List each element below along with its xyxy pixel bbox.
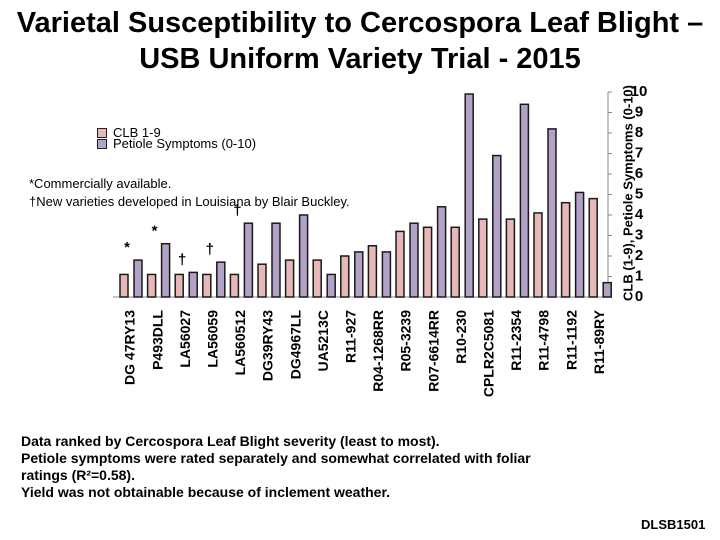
bar-petiole [354, 251, 364, 298]
footnotes: *Commercially available. †New varieties … [29, 175, 350, 211]
bar-petiole [243, 222, 254, 298]
bar-petiole [216, 261, 226, 298]
bar-clb [257, 263, 267, 298]
bar-clb [422, 226, 433, 298]
x-tick-label: R11-4798 [536, 310, 552, 371]
footnote-commercial: *Commercially available. [29, 176, 172, 191]
x-tick-label: R11-89RY [591, 309, 607, 374]
bar-petiole [602, 281, 612, 298]
variety-mark: * [152, 223, 158, 240]
y-tick-label: 5 [635, 186, 643, 203]
data-note-ranking: Data ranked by Cercospora Leaf Blight se… [21, 433, 440, 449]
x-tick-label: UA5213C [315, 310, 331, 371]
bar-clb [202, 273, 212, 298]
x-tick-label: CPLR2C5081 [481, 310, 497, 397]
legend-swatch-clb [97, 127, 107, 138]
y-tick-label: 3 [635, 227, 643, 244]
y-tick-label: 4 [635, 206, 644, 223]
x-tick-label: LA56059 [205, 310, 221, 368]
chart-title-line-2: USB Uniform Variety Trial - 2015 [139, 43, 581, 75]
y-tick-label: 10 [631, 83, 648, 100]
y-axis-title-text: CLB (1-9), Petiole Symptoms (0-10) [620, 85, 636, 301]
bar-clb [146, 273, 157, 298]
bar-petiole [271, 222, 281, 298]
x-tick-label: R11-927 [343, 310, 359, 363]
x-tick-label: R11-1192 [563, 310, 579, 370]
bar-clb [367, 245, 378, 298]
bar-petiole [188, 271, 198, 298]
bar-petiole [133, 259, 143, 298]
y-tick-label: 9 [635, 104, 643, 121]
chart-title-line-1: Varietal Susceptibility to Cercospora Le… [16, 7, 704, 39]
bar-clb [533, 212, 543, 298]
legend-item-clb: CLB 1-9 [97, 125, 161, 140]
bar-clb [505, 218, 516, 298]
bar-clb [284, 259, 295, 298]
bar-petiole [519, 103, 530, 298]
bar-petiole [574, 191, 585, 298]
data-notes: Data ranked by Cercospora Leaf Blight se… [21, 433, 531, 501]
x-tick-label: DG4967LL [287, 310, 303, 380]
legend-swatch-petiole [97, 138, 107, 149]
variety-mark: † [233, 202, 241, 219]
x-tick-label: P493DLL [149, 310, 165, 370]
data-note-r-squared: ratings (R²=0.58). [21, 467, 135, 483]
y-tick-label: 1 [635, 268, 643, 285]
footnote-louisiana: †New varieties developed in Louisiana by… [29, 194, 350, 209]
variety-mark: † [206, 241, 214, 258]
legend-item-petiole: Petiole Symptoms (0-10) [97, 136, 256, 151]
legend-label-petiole: Petiole Symptoms (0-10) [113, 136, 257, 151]
bar-petiole [547, 128, 557, 298]
bar-petiole [436, 206, 447, 298]
x-tick-label: R04-1268RR [370, 310, 386, 392]
bar-petiole [381, 251, 392, 298]
x-tick-label: R11-2354 [508, 310, 524, 371]
x-tick-label: DG39RY43 [260, 310, 276, 381]
variety-mark: † [178, 251, 186, 268]
bar-petiole [492, 154, 502, 298]
x-tick-label: LA56027 [177, 310, 193, 368]
x-tick-label: DG 47RY13 [122, 310, 138, 385]
x-tick-label: R10-230 [453, 310, 469, 364]
bar-clb [119, 273, 129, 298]
x-tick-label: LA560512 [232, 310, 248, 376]
y-tick-label: 7 [635, 145, 643, 162]
bar-clb [395, 230, 405, 298]
x-tick-label: R07-6614RR [425, 310, 441, 392]
bar-clb [588, 197, 598, 298]
x-tick-label: R05-3239 [398, 310, 414, 372]
bar-petiole [326, 273, 336, 298]
bar-petiole [298, 214, 309, 298]
data-note-petiole: Petiole symptoms were rated separately a… [21, 450, 531, 466]
variety-mark: * [124, 239, 130, 256]
bar-clb [174, 273, 184, 298]
bar-clb [560, 201, 571, 298]
bar-clb [312, 259, 322, 298]
y-tick-label: 8 [635, 124, 643, 141]
y-tick-label: 6 [635, 165, 643, 182]
bar-clb [340, 255, 350, 298]
y-tick-label: 0 [635, 288, 643, 305]
bar-petiole [464, 93, 474, 298]
bar-petiole [160, 242, 171, 298]
bar-petiole [409, 222, 419, 298]
bar-clb [229, 273, 240, 298]
bar-clb [478, 218, 488, 298]
y-tick-label: 2 [635, 247, 643, 264]
y-axis-title: CLB (1-9), Petiole Symptoms (0-10) [620, 62, 636, 324]
trial-id-label: DLSB1501 [641, 517, 706, 532]
bar-clb [450, 226, 460, 298]
data-note-yield: Yield was not obtainable because of incl… [21, 484, 391, 500]
legend-label-clb: CLB 1-9 [113, 125, 161, 140]
